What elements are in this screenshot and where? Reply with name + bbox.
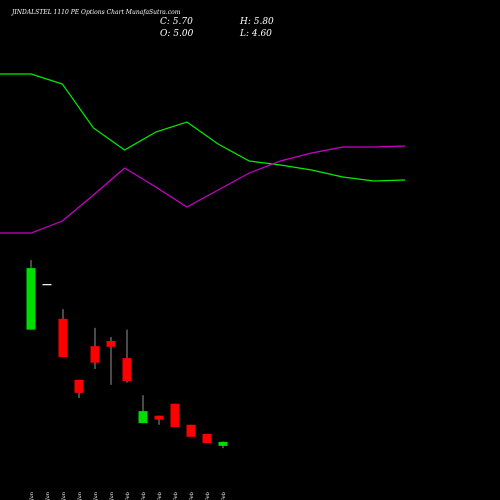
x-tick-label: 05 Feb xyxy=(173,492,179,500)
info-low: L: 4.60 xyxy=(239,29,272,39)
x-tick-label: 30 Jan xyxy=(93,492,99,500)
x-tick-label: 03 Feb xyxy=(141,492,147,500)
candle-body xyxy=(138,411,148,424)
x-tick-label: 31 Jan xyxy=(109,492,115,500)
x-tick-label: 07 Feb xyxy=(205,492,211,500)
info-open: O: 5.00 xyxy=(160,29,194,39)
x-tick-label: 27 Jan xyxy=(45,492,51,500)
candle-body xyxy=(218,441,228,446)
x-tick-label: 23 Jan xyxy=(29,492,35,500)
candle-body xyxy=(202,433,212,444)
candle-body xyxy=(90,346,100,363)
x-tick-label: 29 Jan xyxy=(77,492,83,500)
candle-body xyxy=(42,284,52,286)
candle-body xyxy=(122,358,132,381)
x-tick-label: 04 Feb xyxy=(157,492,163,500)
candle-body xyxy=(186,424,196,437)
candle-body xyxy=(154,415,164,420)
info-high: H: 5.80 xyxy=(239,17,274,27)
x-tick-label: 01 Feb xyxy=(125,492,131,500)
x-tick-label: 10 Feb xyxy=(221,492,227,500)
chart-title: JINDALSTEL 1110 PE Options Chart MunafaS… xyxy=(10,9,181,16)
indicator-line xyxy=(0,145,406,234)
x-tick-label: 28 Jan xyxy=(61,492,67,500)
candle-body xyxy=(74,379,84,393)
x-tick-label: 06 Feb xyxy=(189,492,195,500)
indicator-line xyxy=(0,73,406,182)
candle-body xyxy=(26,268,36,330)
info-close: C: 5.70 xyxy=(160,17,193,27)
candle-body xyxy=(58,318,68,357)
candle-body xyxy=(170,403,180,428)
candle-body xyxy=(106,341,116,347)
